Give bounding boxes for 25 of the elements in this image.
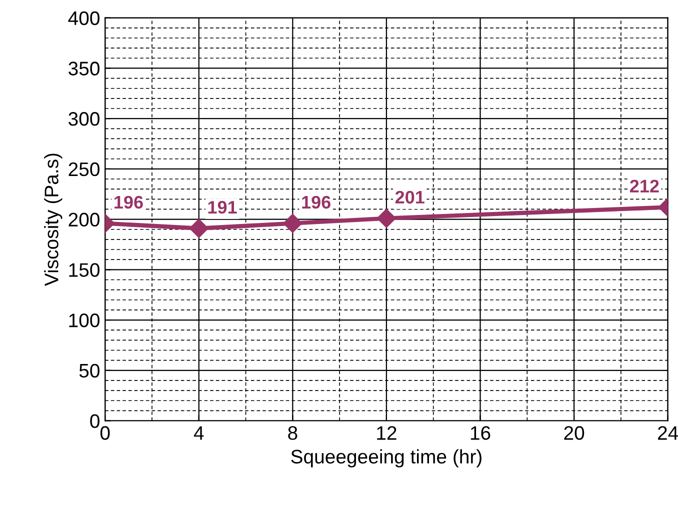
x-tick-label: 12	[377, 426, 396, 440]
x-tick-label: 0	[100, 426, 110, 440]
y-tick-label: 350	[68, 62, 100, 76]
y-tick-label: 300	[68, 112, 100, 126]
x-axis-title: Squeegeeing time (hr)	[291, 449, 482, 468]
y-tick-label: 200	[68, 212, 100, 227]
x-tick-label: 4	[194, 426, 204, 440]
y-tick-label: 0	[90, 414, 100, 428]
x-tick-label: 20	[564, 426, 584, 440]
y-tick-label: 50	[79, 364, 100, 378]
y-tick-label: 250	[68, 162, 100, 176]
data-label: 191	[208, 200, 237, 214]
point	[283, 214, 302, 233]
y-axis-title: Viscosity (Pa.s)	[44, 154, 62, 286]
point	[376, 208, 396, 228]
y-tick-label: 150	[69, 263, 100, 277]
data-label: 196	[114, 196, 143, 209]
y-tick-label: 100	[69, 313, 100, 328]
data-label: 196	[302, 196, 330, 209]
data-label: 201	[395, 190, 424, 204]
data-label: 212	[630, 180, 659, 192]
x-tick-label: 8	[288, 426, 298, 440]
y-tick-label: 400	[68, 11, 100, 26]
x-tick-label: 24	[658, 426, 678, 440]
x-tick-label: 16	[470, 426, 490, 440]
